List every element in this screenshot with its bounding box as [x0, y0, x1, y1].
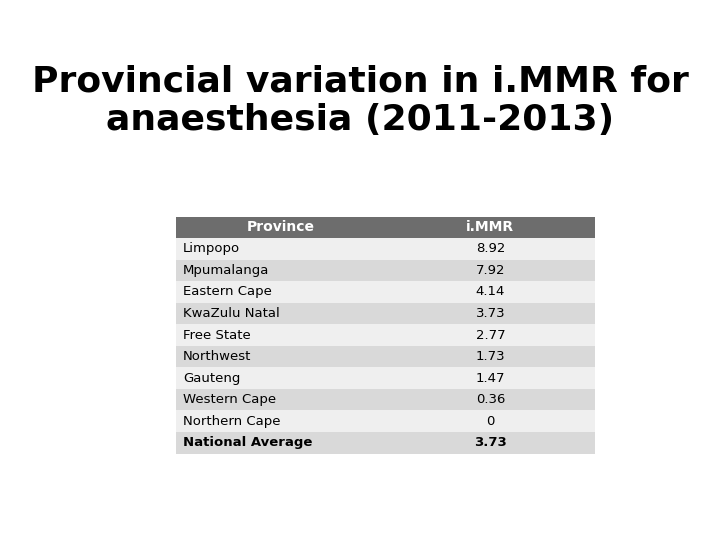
- Bar: [176, 432, 386, 454]
- Text: KwaZulu Natal: KwaZulu Natal: [183, 307, 280, 320]
- Text: 4.14: 4.14: [476, 286, 505, 299]
- Bar: [386, 367, 595, 389]
- Text: Northwest: Northwest: [183, 350, 251, 363]
- Text: Provincial variation in i.MMR for
anaesthesia (2011-2013): Provincial variation in i.MMR for anaest…: [32, 65, 688, 137]
- Bar: [176, 346, 386, 367]
- Text: Province: Province: [247, 220, 315, 234]
- Bar: [386, 281, 595, 303]
- Bar: [176, 367, 386, 389]
- Text: 3.73: 3.73: [474, 436, 507, 449]
- Bar: [176, 217, 386, 238]
- Bar: [386, 238, 595, 260]
- Text: Free State: Free State: [183, 328, 251, 342]
- Text: Mpumalanga: Mpumalanga: [183, 264, 269, 277]
- Bar: [176, 238, 386, 260]
- Bar: [386, 260, 595, 281]
- Text: 8.92: 8.92: [476, 242, 505, 255]
- Bar: [386, 346, 595, 367]
- Bar: [386, 389, 595, 410]
- Bar: [386, 303, 595, 325]
- Text: 0: 0: [486, 415, 495, 428]
- Text: 2.77: 2.77: [475, 328, 505, 342]
- Text: Western Cape: Western Cape: [183, 393, 276, 406]
- Bar: [386, 325, 595, 346]
- Text: 1.73: 1.73: [475, 350, 505, 363]
- Bar: [386, 410, 595, 432]
- Bar: [176, 410, 386, 432]
- Bar: [386, 217, 595, 238]
- Bar: [176, 325, 386, 346]
- Text: 1.47: 1.47: [476, 372, 505, 384]
- Bar: [176, 260, 386, 281]
- Bar: [386, 432, 595, 454]
- Text: Northern Cape: Northern Cape: [183, 415, 281, 428]
- Text: Limpopo: Limpopo: [183, 242, 240, 255]
- Bar: [176, 389, 386, 410]
- Bar: [176, 281, 386, 303]
- Text: Eastern Cape: Eastern Cape: [183, 286, 272, 299]
- Text: National Average: National Average: [183, 436, 312, 449]
- Text: 3.73: 3.73: [475, 307, 505, 320]
- Text: 7.92: 7.92: [476, 264, 505, 277]
- Text: i.MMR: i.MMR: [467, 220, 514, 234]
- Text: 0.36: 0.36: [476, 393, 505, 406]
- Text: Gauteng: Gauteng: [183, 372, 240, 384]
- Bar: [176, 303, 386, 325]
